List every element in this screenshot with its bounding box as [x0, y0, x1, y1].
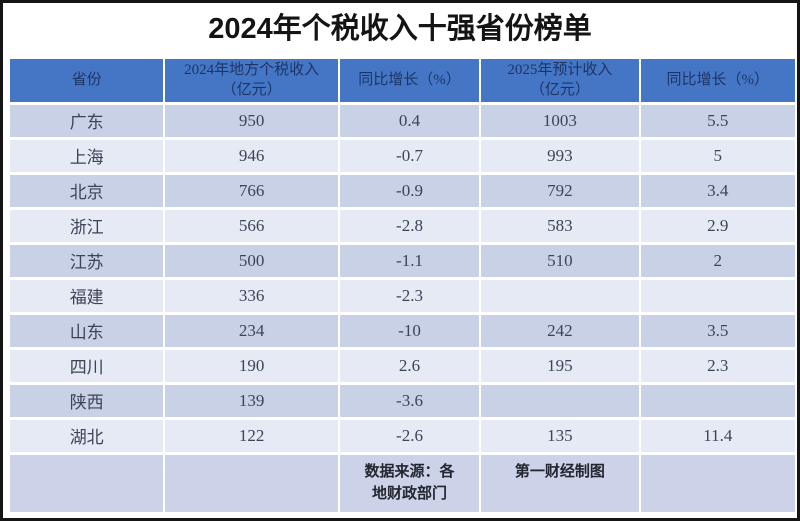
cell-yoy-2024: -10 — [339, 314, 480, 347]
cell-income-2025: 1003 — [481, 104, 639, 137]
table-row: 陕西 139 -3.6 — [10, 384, 795, 417]
cell-yoy-2024: -2.6 — [339, 419, 480, 452]
table-row: 福建 336 -2.3 — [10, 279, 795, 312]
table-row: 湖北 122 -2.6 135 11.4 — [10, 419, 795, 452]
table-row: 山东 234 -10 242 3.5 — [10, 314, 795, 347]
table-row: 四川 190 2.6 195 2.3 — [10, 349, 795, 382]
table-body: 广东 950 0.4 1003 5.5 上海 946 -0.7 993 5 北京… — [10, 104, 795, 452]
page-title: 2024年个税收入十强省份榜单 — [208, 13, 592, 45]
cell-province: 陕西 — [10, 384, 164, 417]
table-row: 上海 946 -0.7 993 5 — [10, 139, 795, 172]
footer-empty-cell — [10, 454, 164, 512]
col-header-yoy-2024: 同比增长（%） — [339, 58, 480, 102]
cell-yoy-2025: 3.4 — [640, 174, 795, 207]
source-line: 数据来源：各 — [364, 462, 455, 480]
table-row: 广东 950 0.4 1003 5.5 — [10, 104, 795, 137]
table-header: 省份 2024年地方个税收入 （亿元） 同比增长（%） 2025年预计收入 （亿… — [10, 58, 795, 102]
col-header-income-2025: 2025年预计收入 （亿元） — [481, 58, 639, 102]
header-line: 2024年地方个税收入 — [184, 62, 320, 79]
col-header-income-2024: 2024年地方个税收入 （亿元） — [165, 58, 338, 102]
cell-yoy-2024: -0.7 — [339, 139, 480, 172]
col-header-province: 省份 — [10, 58, 164, 102]
table-footer: 数据来源：各 地财政部门 第一财经制图 — [10, 454, 795, 512]
table-row: 江苏 500 -1.1 510 2 — [10, 244, 795, 277]
cell-yoy-2024: -3.6 — [339, 384, 480, 417]
cell-province: 湖北 — [10, 419, 164, 452]
header-line: 省份 — [71, 72, 102, 89]
header-line: （亿元） — [221, 82, 282, 99]
cell-income-2025: 510 — [481, 244, 639, 277]
col-header-yoy-2025: 同比增长（%） — [640, 58, 795, 102]
cell-income-2025: 242 — [481, 314, 639, 347]
source-line: 地财政部门 — [371, 484, 447, 502]
cell-yoy-2024: 0.4 — [339, 104, 480, 137]
cell-income-2024: 139 — [165, 384, 338, 417]
cell-province: 江苏 — [10, 244, 164, 277]
cell-income-2024: 950 — [165, 104, 338, 137]
cell-yoy-2025: 2.3 — [640, 349, 795, 382]
cell-income-2025: 792 — [481, 174, 639, 207]
cell-yoy-2024: -1.1 — [339, 244, 480, 277]
cell-yoy-2025: 5.5 — [640, 104, 795, 137]
header-line: 同比增长（%） — [666, 72, 770, 89]
cell-province: 上海 — [10, 139, 164, 172]
cell-yoy-2025: 11.4 — [640, 419, 795, 452]
cell-province: 福建 — [10, 279, 164, 312]
cell-income-2024: 234 — [165, 314, 338, 347]
cell-income-2024: 946 — [165, 139, 338, 172]
cell-yoy-2025: 3.5 — [640, 314, 795, 347]
cell-income-2025: 993 — [481, 139, 639, 172]
footer-empty-cell — [640, 454, 795, 512]
header-line: 2025年预计收入 — [507, 62, 613, 79]
cell-province: 四川 — [10, 349, 164, 382]
cell-yoy-2024: 2.6 — [339, 349, 480, 382]
cell-yoy-2025: 2.9 — [640, 209, 795, 242]
cell-income-2025: 135 — [481, 419, 639, 452]
footer-empty-cell — [165, 454, 338, 512]
cell-income-2024: 500 — [165, 244, 338, 277]
cell-yoy-2024: -0.9 — [339, 174, 480, 207]
cell-income-2025 — [481, 279, 639, 312]
cell-province: 山东 — [10, 314, 164, 347]
cell-yoy-2025: 2 — [640, 244, 795, 277]
table-row: 浙江 566 -2.8 583 2.9 — [10, 209, 795, 242]
footer-row: 数据来源：各 地财政部门 第一财经制图 — [10, 454, 795, 512]
header-row: 省份 2024年地方个税收入 （亿元） 同比增长（%） 2025年预计收入 （亿… — [10, 58, 795, 102]
credit-note: 第一财经制图 — [481, 454, 639, 512]
cell-income-2024: 336 — [165, 279, 338, 312]
cell-income-2025: 195 — [481, 349, 639, 382]
data-source-note: 数据来源：各 地财政部门 — [339, 454, 480, 512]
header-line: （亿元） — [529, 82, 590, 99]
cell-yoy-2025 — [640, 279, 795, 312]
cell-province: 广东 — [10, 104, 164, 137]
ranking-table: 省份 2024年地方个税收入 （亿元） 同比增长（%） 2025年预计收入 （亿… — [8, 56, 797, 515]
cell-income-2024: 766 — [165, 174, 338, 207]
cell-income-2024: 122 — [165, 419, 338, 452]
cell-yoy-2024: -2.8 — [339, 209, 480, 242]
cell-income-2025 — [481, 384, 639, 417]
table-row: 北京 766 -0.9 792 3.4 — [10, 174, 795, 207]
cell-province: 北京 — [10, 174, 164, 207]
cell-province: 浙江 — [10, 209, 164, 242]
cell-income-2024: 190 — [165, 349, 338, 382]
cell-yoy-2025 — [640, 384, 795, 417]
cell-yoy-2024: -2.3 — [339, 279, 480, 312]
cell-yoy-2025: 5 — [640, 139, 795, 172]
header-line: 同比增长（%） — [358, 72, 461, 89]
cell-income-2024: 566 — [165, 209, 338, 242]
cell-income-2025: 583 — [481, 209, 639, 242]
